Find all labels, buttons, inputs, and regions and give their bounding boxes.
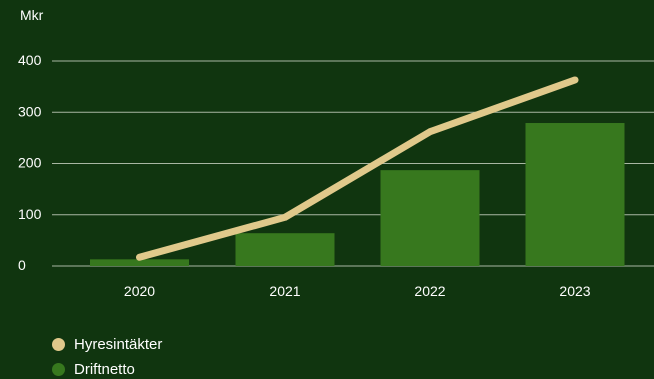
legend-label-hyresintakter: Hyresintäkter <box>74 336 163 353</box>
x-tick-label-2022: 2022 <box>414 283 445 299</box>
legend-item-driftnetto: Driftnetto <box>52 357 162 379</box>
bar-layer <box>90 123 625 266</box>
x-tick-label-2020: 2020 <box>124 283 155 299</box>
legend-label-driftnetto: Driftnetto <box>74 361 135 378</box>
legend: Hyresintäkter Driftnetto <box>52 332 162 379</box>
line-layer <box>136 76 579 261</box>
bar-driftnetto-2022 <box>380 170 480 266</box>
x-tick-label-2021: 2021 <box>269 283 300 299</box>
y-tick-label-400: 400 <box>18 52 42 68</box>
legend-marker-driftnetto <box>52 363 65 376</box>
y-tick-label-300: 300 <box>18 103 42 119</box>
bar-driftnetto-2020 <box>90 259 189 266</box>
bar-driftnetto-2023 <box>525 123 625 266</box>
legend-item-hyresintakter: Hyresintäkter <box>52 332 162 357</box>
unit-label: Mkr <box>20 7 44 23</box>
legend-marker-hyresintakter <box>52 338 65 351</box>
y-tick-label-200: 200 <box>18 155 42 171</box>
x-tick-label-2023: 2023 <box>559 283 590 299</box>
x-tick-layer: 2020 2021 2022 2023 <box>124 283 591 299</box>
line-hyresintakter <box>136 76 579 261</box>
y-tick-label-0: 0 <box>18 257 26 273</box>
y-tick-label-100: 100 <box>18 206 42 222</box>
bar-driftnetto-2021 <box>235 233 335 266</box>
